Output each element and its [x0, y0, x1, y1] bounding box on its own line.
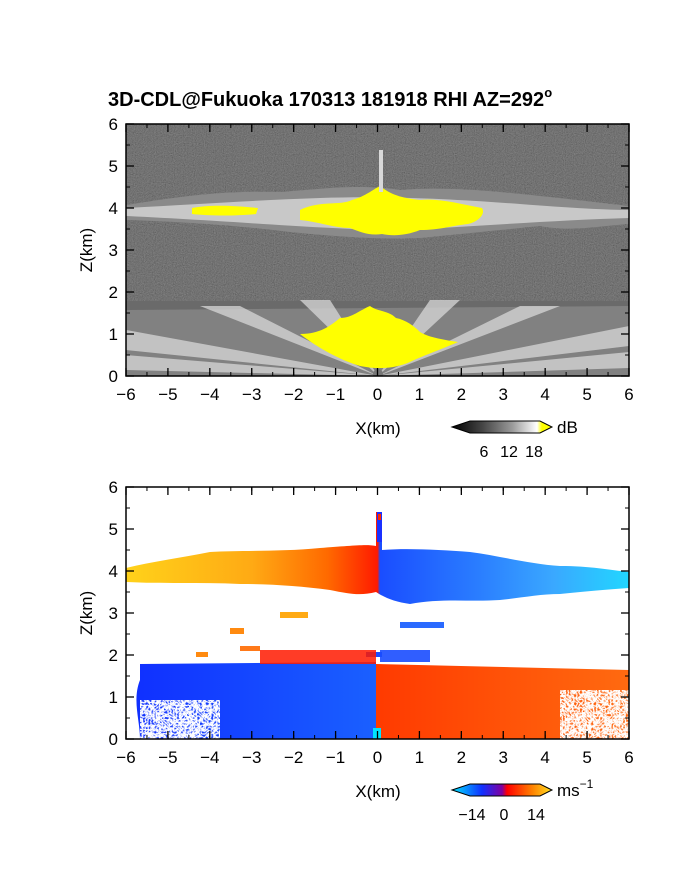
- x-tick-label: 4: [540, 748, 549, 767]
- velocity-ylabel: Z(km): [77, 591, 96, 635]
- reflectivity-xlabel: X(km): [355, 419, 400, 438]
- reflectivity-colorbar: dB 6 12 18: [450, 418, 578, 461]
- y-tick-label: 2: [109, 646, 118, 665]
- velocity-colorbar: ms−1 −14 0 14: [450, 777, 594, 824]
- y-tick-label: 1: [109, 688, 118, 707]
- x-tick-label: −4: [200, 385, 219, 404]
- reflectivity-axes: −6 −5 −4 −3 −2 −1 0 1 2 3 4 5 6 0 1 2 3 4 5 6: [109, 115, 634, 404]
- x-tick-label: 3: [499, 385, 508, 404]
- x-tick-label: 6: [624, 748, 633, 767]
- y-tick-label: 0: [109, 367, 118, 386]
- y-tick-label: 6: [109, 478, 118, 497]
- y-tick-label: 5: [109, 157, 118, 176]
- velocity-axes: −6 −5 −4 −3 −2 −1 0 1 2 3 4 5 6 0 1 2 3 4 5 6: [109, 478, 634, 767]
- x-tick-label: −1: [326, 385, 345, 404]
- y-tick-label: 0: [109, 730, 118, 749]
- x-tick-label: 0: [373, 748, 382, 767]
- velocity-panel: −6 −5 −4 −3 −2 −1 0 1 2 3 4 5 6 0 1 2 3 4 5 6 X(km) Z(km) m…: [77, 478, 634, 824]
- x-tick-label: −3: [242, 385, 261, 404]
- x-tick-label: −3: [242, 748, 261, 767]
- cloud-core-yellow: [300, 186, 484, 236]
- colorbar-tick-label: 12: [500, 444, 518, 461]
- x-tick-label: −5: [158, 748, 177, 767]
- x-tick-label: −2: [284, 748, 303, 767]
- y-tick-label: 1: [109, 325, 118, 344]
- x-tick-label: −1: [326, 748, 345, 767]
- reflectivity-colorbar-unit: dB: [557, 418, 578, 437]
- colorbar-tick-label: −14: [458, 807, 485, 824]
- velocity-field: [126, 487, 629, 739]
- y-tick-label: 4: [109, 199, 118, 218]
- x-tick-label: −4: [200, 748, 219, 767]
- x-tick-label: −2: [284, 385, 303, 404]
- x-tick-label: 5: [582, 385, 591, 404]
- colorbar-tick-label: 0: [500, 807, 509, 824]
- reflectivity-ylabel: Z(km): [77, 228, 96, 272]
- colorbar-tick-label: 6: [480, 444, 489, 461]
- x-tick-label: −5: [158, 385, 177, 404]
- y-tick-label: 4: [109, 562, 118, 581]
- y-tick-label: 3: [109, 604, 118, 623]
- x-tick-label: 5: [582, 748, 591, 767]
- colorbar-tick-label: 14: [527, 807, 545, 824]
- x-tick-label: 1: [415, 748, 424, 767]
- velocity-cloud-layer: [126, 512, 629, 604]
- colorbar-tick-label: 18: [525, 444, 543, 461]
- x-tick-label: −6: [116, 385, 135, 404]
- y-tick-label: 5: [109, 520, 118, 539]
- x-tick-label: −6: [116, 748, 135, 767]
- x-tick-label: 6: [624, 385, 633, 404]
- x-tick-label: 1: [415, 385, 424, 404]
- figure-title: 3D-CDL@Fukuoka 170313 181918 RHI AZ=292o: [108, 85, 552, 111]
- reflectivity-field: [126, 124, 629, 376]
- velocity-colorbar-unit: ms−1: [557, 777, 594, 800]
- x-tick-label: 3: [499, 748, 508, 767]
- y-tick-label: 2: [109, 283, 118, 302]
- boundary-core-yellow: [300, 306, 458, 369]
- velocity-xlabel: X(km): [355, 782, 400, 801]
- x-tick-label: 2: [457, 748, 466, 767]
- y-tick-label: 3: [109, 241, 118, 260]
- y-tick-label: 6: [109, 115, 118, 134]
- x-tick-label: 4: [540, 385, 549, 404]
- x-tick-label: 0: [373, 385, 382, 404]
- x-tick-label: 2: [457, 385, 466, 404]
